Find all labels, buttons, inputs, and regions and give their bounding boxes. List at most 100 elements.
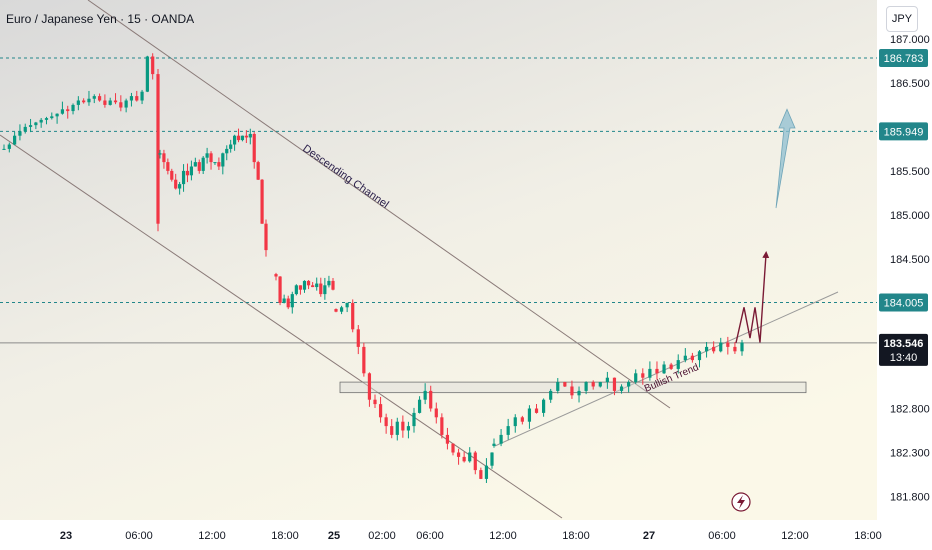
- time-axis[interactable]: 23 06:00 12:00 18:00 25 02:00 06:00 12:00 18:00 2…: [60, 530, 882, 542]
- candle-body: [577, 390, 581, 396]
- candle-body: [302, 280, 307, 290]
- candle-body: [76, 100, 80, 105]
- x-tick-label: 12:00: [489, 530, 517, 542]
- candle-body: [378, 404, 383, 418]
- candle-body: [319, 283, 323, 295]
- level-tag-label: 186.783: [884, 53, 924, 65]
- candle-body: [395, 421, 399, 435]
- candle-body: [627, 382, 631, 387]
- candle-body: [278, 276, 282, 303]
- current-price-label: 183.546: [884, 338, 924, 350]
- candle-body: [256, 162, 260, 180]
- candle-body: [193, 162, 197, 167]
- candle-body: [434, 408, 438, 418]
- candle-body: [124, 100, 128, 108]
- candle-body: [189, 166, 194, 176]
- candle-body: [140, 91, 144, 101]
- candle-body: [174, 179, 178, 189]
- candle-body: [401, 421, 405, 431]
- target-arrow[interactable]: [775, 108, 796, 209]
- chart-title: Euro / Japanese Yen · 15 · OANDA: [6, 12, 194, 26]
- price-axis[interactable]: 187.000 186.500 185.500 185.000 184.500 182.8…: [890, 34, 930, 504]
- candle-body: [103, 100, 107, 105]
- projection-path[interactable]: [735, 251, 770, 344]
- candle-body: [417, 399, 422, 413]
- candle-body: [13, 135, 17, 145]
- candle-body: [384, 417, 388, 427]
- candle-body: [178, 184, 182, 189]
- candle-body: [55, 113, 59, 117]
- candle-body: [162, 153, 166, 163]
- candle-body: [213, 162, 217, 164]
- candle-body: [513, 417, 517, 427]
- candle-body: [362, 346, 366, 374]
- candle-body: [71, 104, 75, 112]
- candle-body: [229, 144, 233, 149]
- candle-body: [327, 280, 331, 286]
- y-tick-label: 187.000: [890, 34, 930, 46]
- candle-body: [248, 133, 252, 138]
- candle-body: [311, 285, 315, 288]
- candle-body: [598, 382, 602, 387]
- y-tick-label: 182.300: [890, 448, 930, 460]
- projection[interactable]: [735, 108, 796, 344]
- x-tick-label: 06:00: [416, 530, 444, 542]
- candle-body: [260, 179, 264, 224]
- candle-body: [306, 280, 311, 286]
- candle-body: [356, 329, 360, 347]
- candle-body: [690, 355, 694, 361]
- candle-body: [412, 412, 416, 427]
- x-tick-label: 27: [643, 530, 655, 542]
- bullish-trend-line[interactable]: [494, 291, 839, 447]
- candle-body: [584, 382, 588, 391]
- candle-body: [719, 342, 723, 352]
- candle-body: [44, 118, 49, 120]
- candle-body: [264, 223, 268, 251]
- candle-body: [473, 452, 477, 471]
- candle-body: [166, 162, 170, 171]
- candle-body: [7, 144, 11, 149]
- y-tick-label: 185.000: [890, 210, 930, 222]
- candle-body: [462, 456, 466, 462]
- candle-body: [82, 100, 86, 103]
- channel-upper-line[interactable]: [87, 0, 671, 409]
- candle-body: [641, 373, 645, 378]
- level-tag-label: 184.005: [884, 297, 924, 309]
- candle-body: [339, 307, 344, 312]
- candle-body: [156, 74, 160, 224]
- candle-body: [331, 280, 335, 290]
- candle-body: [87, 98, 91, 103]
- candle-body: [733, 346, 737, 352]
- candle-body: [492, 443, 496, 446]
- candle-body: [563, 382, 567, 387]
- time-scale-background: [0, 520, 877, 550]
- candle-body: [542, 399, 546, 413]
- candle-body: [113, 100, 118, 103]
- candle-body: [390, 426, 394, 435]
- candle-body: [145, 56, 149, 92]
- candle-body: [549, 390, 553, 400]
- candle-body: [170, 170, 174, 180]
- x-tick-label: 06:00: [125, 530, 153, 542]
- candle-body: [619, 386, 624, 391]
- candle-body: [527, 408, 532, 422]
- candle-body: [323, 285, 327, 295]
- candle-body: [655, 368, 659, 374]
- price-tags: 186.783 185.949 184.005 183.546 13:40: [879, 49, 928, 366]
- current-price-tag: [879, 333, 928, 366]
- candle-body: [490, 452, 494, 466]
- candle-body: [290, 294, 294, 308]
- candle-body: [205, 153, 209, 158]
- candle-body: [712, 346, 716, 352]
- level-tag-label: 185.949: [884, 126, 924, 138]
- currency-unit-button[interactable]: JPY: [886, 6, 918, 32]
- candle-body: [34, 122, 38, 126]
- candle-body: [740, 342, 744, 352]
- candle-body: [570, 386, 574, 396]
- x-tick-label: 18:00: [271, 530, 299, 542]
- candle-body: [97, 96, 102, 101]
- candle-body: [158, 153, 162, 155]
- lightning-icon[interactable]: [731, 492, 751, 512]
- candles: [2, 53, 744, 483]
